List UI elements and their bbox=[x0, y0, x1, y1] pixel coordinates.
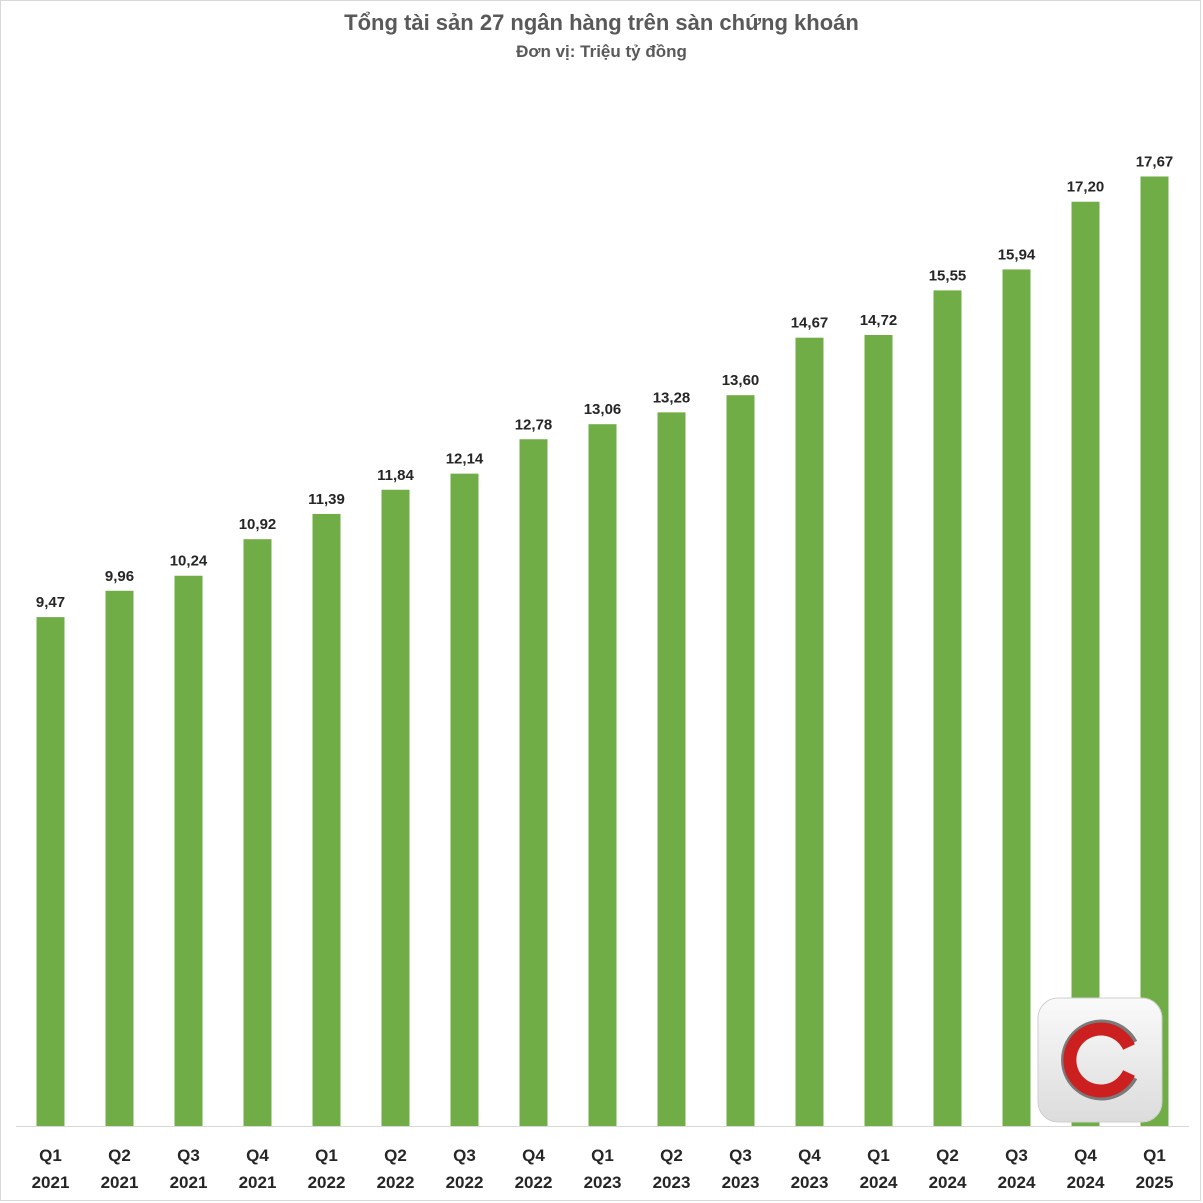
bar-q3-2023 bbox=[726, 395, 755, 1127]
chart-subtitle: Đơn vị: Triệu tỷ đồng bbox=[516, 42, 687, 61]
data-label: 13,06 bbox=[584, 401, 622, 418]
x-tick-year: 2021 bbox=[170, 1173, 208, 1192]
x-tick-quarter: Q4 bbox=[1074, 1146, 1097, 1165]
data-label: 15,94 bbox=[998, 246, 1036, 263]
x-tick-quarter: Q1 bbox=[1143, 1146, 1166, 1165]
x-tick-quarter: Q4 bbox=[798, 1146, 821, 1165]
data-label: 13,60 bbox=[722, 372, 760, 389]
data-label: 9,47 bbox=[36, 594, 65, 611]
bar-q2-2023 bbox=[657, 412, 686, 1126]
data-label: 11,84 bbox=[377, 467, 414, 484]
x-tick-year: 2023 bbox=[722, 1173, 760, 1192]
data-label: 17,67 bbox=[1136, 153, 1174, 170]
x-tick-year: 2025 bbox=[1136, 1173, 1174, 1192]
x-tick-year: 2023 bbox=[584, 1173, 622, 1192]
x-tick-year: 2022 bbox=[377, 1173, 415, 1192]
data-label: 9,96 bbox=[105, 568, 134, 585]
bar-q4-2023 bbox=[795, 337, 824, 1126]
data-label: 10,24 bbox=[170, 553, 208, 570]
x-tick-year: 2024 bbox=[998, 1173, 1036, 1192]
bar-q3-2024 bbox=[1002, 269, 1031, 1126]
data-label: 10,92 bbox=[239, 516, 277, 533]
x-tick-quarter: Q1 bbox=[39, 1146, 62, 1165]
x-tick-year: 2021 bbox=[32, 1173, 70, 1192]
x-tick-quarter: Q3 bbox=[453, 1146, 476, 1165]
x-tick-year: 2021 bbox=[101, 1173, 139, 1192]
x-tick-quarter: Q1 bbox=[591, 1146, 614, 1165]
data-label: 17,20 bbox=[1067, 179, 1105, 196]
bar-q2-2021 bbox=[105, 590, 134, 1126]
x-tick-year: 2022 bbox=[446, 1173, 484, 1192]
data-label: 14,67 bbox=[791, 315, 829, 332]
data-label: 14,72 bbox=[860, 312, 898, 329]
data-label: 12,78 bbox=[515, 416, 553, 433]
x-tick-quarter: Q3 bbox=[729, 1146, 752, 1165]
x-tick-year: 2022 bbox=[308, 1173, 346, 1192]
data-label: 12,14 bbox=[446, 451, 484, 468]
x-tick-quarter: Q2 bbox=[384, 1146, 407, 1165]
x-tick-quarter: Q2 bbox=[936, 1146, 959, 1165]
bar-q1-2025 bbox=[1140, 176, 1169, 1126]
bar-q3-2022 bbox=[450, 473, 479, 1127]
bar-q1-2021 bbox=[36, 617, 65, 1126]
x-tick-quarter: Q2 bbox=[108, 1146, 131, 1165]
x-tick-year: 2023 bbox=[791, 1173, 829, 1192]
x-tick-year: 2024 bbox=[929, 1173, 967, 1192]
bar-q1-2023 bbox=[588, 424, 617, 1126]
x-tick-quarter: Q4 bbox=[246, 1146, 269, 1165]
x-tick-quarter: Q2 bbox=[660, 1146, 683, 1165]
x-tick-quarter: Q3 bbox=[1005, 1146, 1028, 1165]
bar-q4-2021 bbox=[243, 539, 272, 1126]
bar-q2-2022 bbox=[381, 489, 410, 1126]
bar-q3-2021 bbox=[174, 575, 203, 1126]
x-tick-year: 2022 bbox=[515, 1173, 553, 1192]
bar-q4-2024 bbox=[1071, 201, 1100, 1126]
x-tick-quarter: Q1 bbox=[867, 1146, 890, 1165]
bar-q4-2022 bbox=[519, 439, 548, 1126]
x-tick-year: 2023 bbox=[653, 1173, 691, 1192]
data-label: 15,55 bbox=[929, 267, 967, 284]
data-label: 11,39 bbox=[308, 491, 345, 508]
bar-q1-2022 bbox=[312, 513, 341, 1126]
x-tick-quarter: Q3 bbox=[177, 1146, 200, 1165]
chart-title: Tổng tài sản 27 ngân hàng trên sàn chứng… bbox=[344, 10, 859, 35]
bar-q1-2024 bbox=[864, 335, 893, 1126]
x-tick-year: 2024 bbox=[1067, 1173, 1105, 1192]
x-tick-quarter: Q4 bbox=[522, 1146, 545, 1165]
c-logo-icon bbox=[1037, 997, 1163, 1123]
bar-q2-2024 bbox=[933, 290, 962, 1126]
data-label: 13,28 bbox=[653, 389, 691, 406]
x-tick-year: 2021 bbox=[239, 1173, 277, 1192]
x-tick-year: 2024 bbox=[860, 1173, 898, 1192]
x-tick-quarter: Q1 bbox=[315, 1146, 338, 1165]
